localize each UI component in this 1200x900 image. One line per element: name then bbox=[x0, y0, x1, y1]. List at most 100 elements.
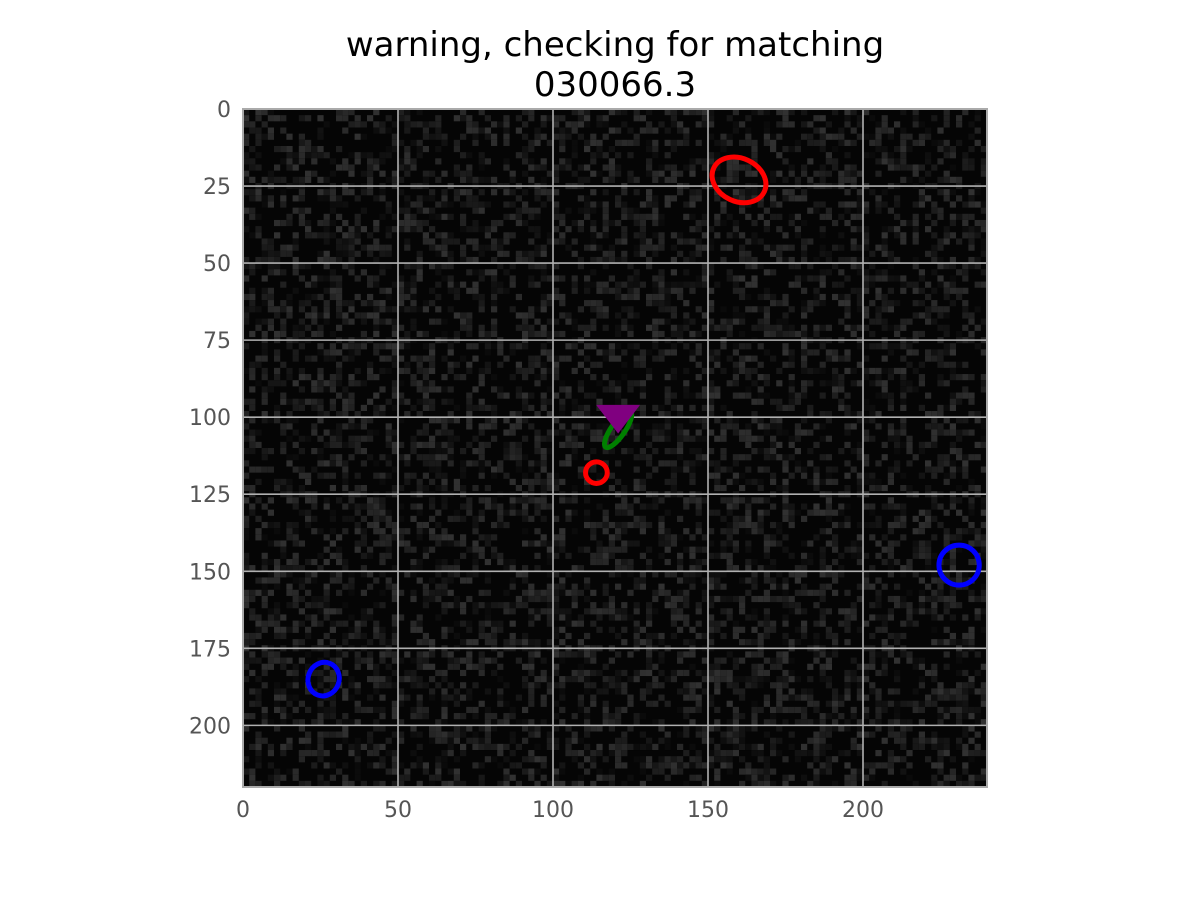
noise-pixel bbox=[844, 682, 851, 689]
noise-pixel bbox=[584, 546, 591, 553]
noise-pixel bbox=[596, 256, 603, 264]
noise-pixel bbox=[354, 750, 361, 757]
noise-pixel bbox=[577, 762, 584, 769]
noise-pixel bbox=[243, 552, 250, 559]
noise-pixel bbox=[770, 244, 777, 251]
noise-pixel bbox=[348, 417, 355, 424]
noise-pixel bbox=[844, 109, 851, 116]
noise-pixel bbox=[677, 441, 684, 448]
noise-pixel bbox=[689, 743, 696, 751]
noise-pixel bbox=[416, 275, 423, 282]
noise-pixel bbox=[677, 558, 684, 566]
noise-pixel bbox=[534, 614, 541, 621]
noise-pixel bbox=[608, 429, 615, 436]
noise-pixel bbox=[652, 632, 659, 640]
noise-pixel bbox=[317, 608, 324, 615]
noise-pixel bbox=[801, 121, 808, 128]
noise-pixel bbox=[515, 213, 522, 220]
noise-pixel bbox=[367, 300, 374, 307]
noise-pixel bbox=[441, 133, 448, 140]
noise-pixel bbox=[292, 417, 299, 424]
noise-pixel bbox=[577, 706, 584, 714]
noise-pixel bbox=[286, 411, 293, 418]
noise-pixel bbox=[701, 121, 708, 128]
noise-pixel bbox=[441, 540, 448, 547]
noise-pixel bbox=[776, 250, 783, 257]
noise-pixel bbox=[646, 164, 653, 171]
noise-pixel bbox=[664, 386, 671, 393]
noise-pixel bbox=[732, 626, 739, 633]
noise-pixel bbox=[850, 226, 857, 233]
noise-pixel bbox=[732, 380, 739, 387]
noise-pixel bbox=[491, 472, 498, 479]
noise-pixel bbox=[385, 454, 392, 461]
noise-pixel bbox=[546, 602, 553, 609]
noise-pixel bbox=[708, 528, 715, 535]
noise-pixel bbox=[782, 694, 789, 701]
noise-pixel bbox=[441, 374, 448, 381]
noise-pixel bbox=[633, 293, 640, 301]
noise-pixel bbox=[621, 318, 628, 325]
noise-pixel bbox=[274, 774, 281, 781]
noise-pixel bbox=[639, 577, 646, 584]
noise-pixel bbox=[757, 521, 764, 529]
noise-pixel bbox=[404, 343, 411, 350]
noise-pixel bbox=[410, 762, 417, 769]
noise-pixel bbox=[509, 497, 516, 504]
noise-pixel bbox=[317, 374, 324, 381]
noise-pixel bbox=[323, 380, 330, 387]
noise-pixel bbox=[286, 484, 293, 492]
noise-pixel bbox=[869, 614, 876, 621]
noise-pixel bbox=[819, 411, 826, 418]
noise-pixel bbox=[478, 669, 485, 677]
noise-pixel bbox=[478, 651, 485, 658]
noise-pixel bbox=[639, 515, 646, 522]
noise-pixel bbox=[801, 472, 808, 479]
noise-pixel bbox=[695, 750, 702, 757]
noise-pixel bbox=[491, 121, 498, 128]
noise-pixel bbox=[336, 768, 343, 775]
noise-pixel bbox=[553, 478, 560, 485]
noise-pixel bbox=[540, 201, 547, 208]
noise-pixel bbox=[447, 602, 454, 609]
noise-pixel bbox=[559, 651, 566, 658]
noise-pixel bbox=[708, 725, 715, 732]
noise-pixel bbox=[484, 330, 491, 338]
noise-pixel bbox=[280, 657, 287, 664]
noise-pixel bbox=[429, 404, 436, 412]
noise-pixel bbox=[416, 700, 423, 707]
noise-pixel bbox=[633, 207, 640, 214]
noise-pixel bbox=[255, 441, 262, 448]
noise-pixel bbox=[398, 324, 405, 331]
noise-pixel bbox=[708, 472, 715, 479]
noise-pixel bbox=[546, 472, 553, 479]
noise-pixel bbox=[856, 774, 863, 781]
noise-pixel bbox=[596, 287, 603, 294]
noise-pixel bbox=[615, 756, 622, 763]
noise-pixel bbox=[503, 133, 510, 140]
noise-pixel bbox=[615, 398, 622, 405]
noise-pixel bbox=[286, 300, 293, 307]
noise-pixel bbox=[788, 503, 795, 510]
noise-pixel bbox=[751, 608, 758, 615]
noise-pixel bbox=[367, 435, 374, 442]
noise-pixel bbox=[763, 287, 770, 294]
noise-pixel bbox=[701, 762, 708, 769]
noise-pixel bbox=[540, 460, 547, 467]
noise-pixel bbox=[825, 355, 832, 362]
noise-pixel bbox=[844, 164, 851, 171]
noise-pixel bbox=[751, 417, 758, 424]
noise-pixel bbox=[639, 768, 646, 775]
noise-pixel bbox=[429, 639, 436, 646]
noise-pixel bbox=[559, 164, 566, 171]
noise-pixel bbox=[745, 546, 752, 553]
noise-pixel bbox=[794, 602, 801, 609]
noise-pixel bbox=[813, 750, 820, 757]
noise-pixel bbox=[410, 139, 417, 146]
noise-pixel bbox=[732, 676, 739, 683]
noise-pixel bbox=[323, 762, 330, 769]
noise-pixel bbox=[528, 324, 535, 331]
noise-pixel bbox=[658, 355, 665, 362]
noise-pixel bbox=[726, 232, 733, 239]
noise-pixel bbox=[776, 540, 783, 547]
